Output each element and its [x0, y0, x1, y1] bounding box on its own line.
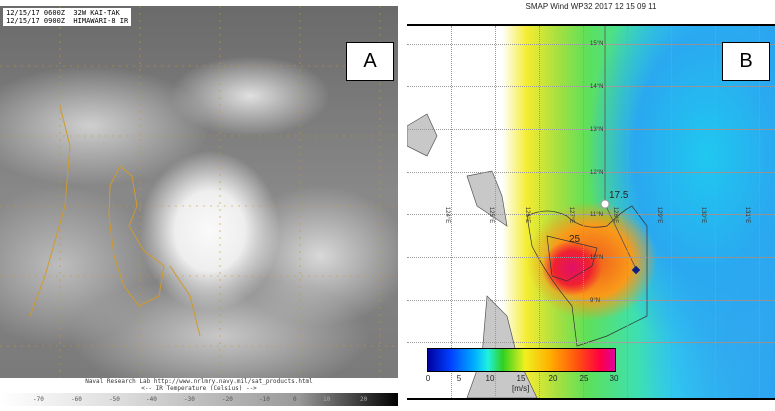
lon-label: 124°E	[444, 206, 451, 224]
header-line-2: 12/15/17 0900Z HIMAWARI-8 IR	[6, 17, 129, 25]
scale-tick: -70	[33, 396, 44, 403]
lon-label: 130°E	[700, 206, 707, 224]
lat-label: 11°N	[590, 212, 603, 218]
scale-tick: -50	[109, 396, 120, 403]
panel-title: SMAP Wind WP32 2017 12 15 09 11	[525, 2, 657, 11]
coastline-overlay	[0, 6, 398, 378]
lon-label: 128°E	[612, 206, 619, 224]
panel-label-b: B	[722, 42, 770, 81]
scale-tick: -10	[259, 396, 270, 403]
scale-tick: -60	[71, 396, 82, 403]
position-marker	[631, 265, 641, 275]
colorbar-tick: 30	[609, 374, 619, 383]
smap-wind-panel: SMAP Wind WP32 2017 12 15 09 11 15°N 14°…	[407, 0, 775, 411]
scale-tick: -30	[184, 396, 195, 403]
colorbar-unit: [m/s]	[512, 384, 530, 393]
scale-tick: 10	[323, 396, 331, 403]
scale-tick: -20	[222, 396, 233, 403]
contour-17.5	[526, 205, 648, 347]
ir-satellite-image	[0, 6, 398, 378]
lat-label: 14°N	[590, 84, 604, 90]
lon-label: 127°E	[568, 206, 575, 224]
lat-label: 13°N	[590, 127, 604, 133]
colorbar-tick: 5	[456, 374, 462, 383]
contour-label: 25	[569, 234, 581, 245]
lat-label: 15°N	[590, 41, 604, 47]
colorbar-tick: 25	[579, 374, 589, 383]
scale-tick: 0	[293, 396, 297, 403]
storm-center-marker	[600, 199, 610, 209]
colorbar-tick: 15	[516, 374, 526, 383]
lat-label: 12°N	[590, 170, 604, 176]
land-mass	[407, 113, 438, 157]
colorbar-tick: 0	[425, 374, 431, 383]
panel-label-a: A	[346, 42, 394, 81]
ir-satellite-panel: 12/15/17 0600Z 32W KAI-TAK 12/15/17 0900Z…	[0, 6, 398, 406]
lon-label: 126°E	[524, 206, 531, 224]
land-overlay	[407, 26, 648, 398]
lon-label: 125°E	[488, 206, 495, 224]
land-mass	[466, 295, 538, 398]
land-mass	[466, 170, 508, 227]
scale-tick: 20	[360, 396, 368, 403]
lat-label: 9°N	[590, 298, 601, 304]
header-line-1: 12/15/17 0600Z 32W KAI-TAK	[6, 9, 120, 17]
wind-map: 15°N 14°N 13°N 12°N 11°N 10°N 9°N 124°E …	[407, 24, 775, 400]
contour-label: 17.5	[609, 190, 629, 201]
track-line	[604, 203, 638, 272]
lon-label: 129°E	[656, 206, 663, 224]
colorbar-tick: 10	[485, 374, 495, 383]
contour-25	[546, 235, 598, 282]
temperature-colorbar: -70 -60 -50 -40 -30 -20 -10 0 10 20	[0, 393, 398, 406]
image-header: 12/15/17 0600Z 32W KAI-TAK 12/15/17 0900Z…	[3, 8, 132, 26]
scale-tick: -40	[146, 396, 157, 403]
lat-label: 10°N	[590, 255, 604, 261]
wind-speed-colorbar	[427, 348, 616, 372]
credit-text: Naval Research Lab http://www.nrlmry.nav…	[85, 378, 313, 385]
colorbar-tick: 20	[548, 374, 558, 383]
temperature-scale: Naval Research Lab http://www.nrlmry.nav…	[0, 378, 398, 406]
scale-title: <-- IR Temperature (Celsius) -->	[141, 385, 257, 392]
lon-label: 131°E	[744, 206, 751, 224]
